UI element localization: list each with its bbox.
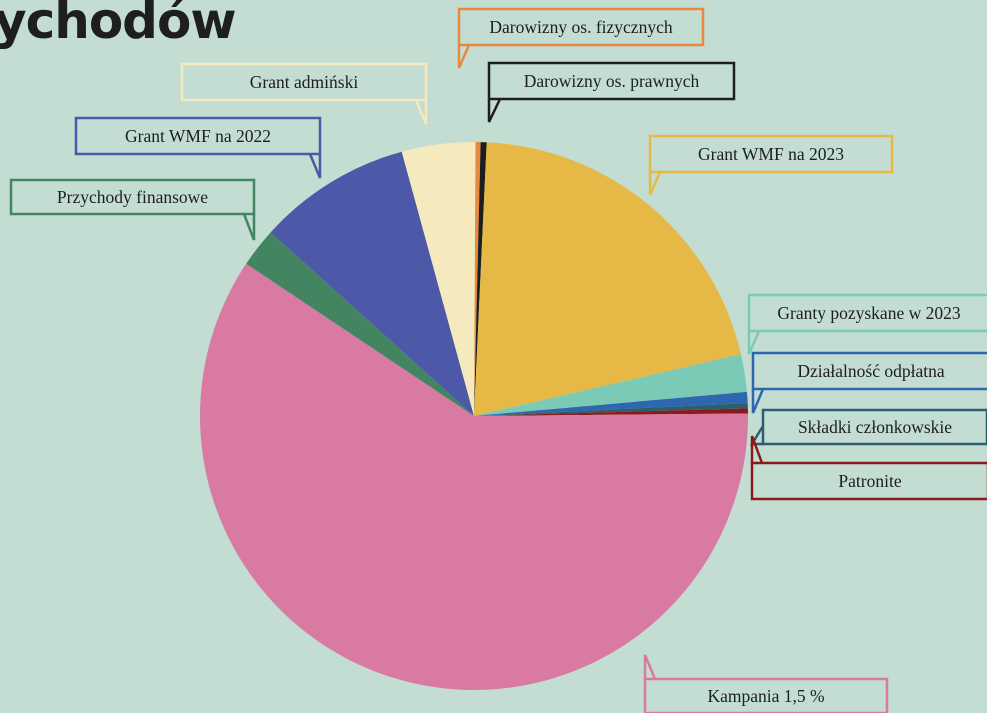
callout-pointer (457, 44, 471, 69)
slice-label: Kampania 1,5 % (707, 686, 824, 706)
slice-callout: Granty pozyskane w 2023 (747, 293, 987, 355)
slice-callout: Darowizny os. prawnych (487, 61, 736, 123)
callout-pointer (750, 435, 764, 464)
slice-label: Przychody finansowe (57, 187, 208, 207)
callout-pointer (648, 171, 662, 196)
slice-callout: Grant WMF na 2023 (648, 134, 894, 196)
callout-pointer (487, 98, 502, 123)
callout-box (750, 461, 987, 501)
pie-slice (474, 142, 487, 416)
pie-slice (474, 142, 481, 416)
callout-pointer (643, 654, 657, 680)
callout-pointer (751, 388, 765, 414)
slice-callout: Patronite (750, 435, 987, 501)
pie-slice (474, 142, 741, 417)
callout-box (487, 61, 736, 101)
slice-label: Grant WMF na 2023 (698, 144, 844, 164)
callout-pointer (308, 153, 322, 179)
callout-pointer (747, 330, 761, 355)
slice-callout: Kampania 1,5 % (643, 654, 889, 713)
callout-pointer (414, 99, 428, 125)
slice-label: Działalność odpłatna (797, 361, 944, 381)
slice-callout: Grant WMF na 2022 (74, 116, 322, 179)
slice-label: Darowizny os. fizycznych (489, 17, 672, 37)
slice-callout: Grant admiński (180, 62, 428, 125)
pie-slice (474, 354, 747, 416)
slice-label: Granty pozyskane w 2023 (777, 303, 960, 323)
callout-box (747, 293, 987, 333)
callout-box (643, 677, 889, 713)
slice-label: Grant WMF na 2022 (125, 126, 271, 146)
chart-title: ychodów (0, 0, 237, 50)
pie-slice (270, 151, 474, 416)
pie-slice (474, 408, 748, 416)
pie-slice (246, 232, 474, 416)
pie-slice (200, 263, 749, 690)
callout-box (180, 62, 428, 102)
callout-pointer (242, 213, 256, 241)
slice-label: Składki członkowskie (798, 417, 952, 437)
pie-slice (474, 403, 748, 416)
slice-callout: Darowizny os. fizycznych (457, 7, 705, 69)
slice-callout: Przychody finansowe (9, 178, 256, 241)
slice-label: Darowizny os. prawnych (524, 71, 700, 91)
pie-slice (401, 141, 476, 416)
slice-label: Grant admiński (250, 72, 359, 92)
slice-label: Patronite (838, 471, 901, 491)
pie-slice (474, 391, 748, 416)
callout-box (648, 134, 894, 174)
callout-box (751, 351, 987, 391)
callout-box (9, 178, 256, 216)
callout-box (457, 7, 705, 47)
callout-box (74, 116, 322, 156)
slice-callout: Działalność odpłatna (751, 351, 987, 414)
slice-callout: Składki członkowskie (749, 408, 987, 446)
